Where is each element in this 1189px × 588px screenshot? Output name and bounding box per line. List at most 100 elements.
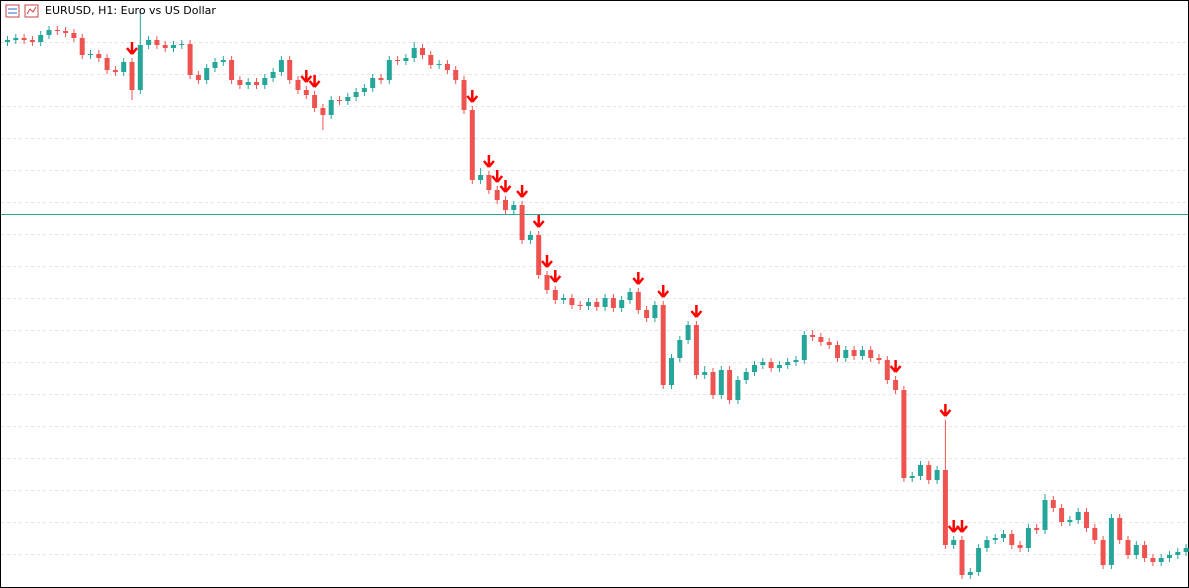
- candle-body: [1158, 558, 1164, 562]
- title-bar: EURUSD, H1: Euro vs US Dollar: [5, 4, 216, 18]
- candle-body: [976, 548, 982, 572]
- candle-body: [303, 90, 309, 95]
- candle-body: [63, 31, 69, 33]
- candle-body: [610, 298, 616, 308]
- candle-body: [179, 44, 185, 45]
- candle-body: [934, 470, 940, 480]
- candle-body: [1050, 500, 1056, 508]
- candle-body: [71, 33, 77, 38]
- sell-signal: [549, 270, 562, 283]
- candle-body: [552, 290, 558, 300]
- candle-body: [835, 345, 840, 358]
- candle-body: [420, 48, 425, 55]
- candle-body: [702, 372, 708, 375]
- candle-body: [544, 275, 550, 290]
- sell-signal: [466, 90, 479, 103]
- candle-body: [768, 362, 774, 368]
- candle-body: [718, 370, 724, 395]
- candle-body: [942, 470, 948, 545]
- candle-body: [212, 62, 218, 68]
- candle-body: [1059, 508, 1065, 522]
- icon-line: [26, 6, 37, 15]
- candle-body: [1117, 518, 1123, 540]
- candle-body: [909, 476, 915, 478]
- candle-body: [693, 325, 699, 375]
- candle-body: [1034, 528, 1040, 530]
- candle-body: [868, 350, 874, 358]
- sell-signal: [939, 404, 952, 417]
- candles: [5, 10, 1189, 579]
- candle-body: [195, 75, 201, 80]
- candle-body: [594, 302, 600, 307]
- candle-body: [1133, 545, 1139, 555]
- candle-body: [1025, 528, 1031, 548]
- sell-signal: [491, 170, 504, 183]
- candle-body: [287, 60, 293, 80]
- candle-body: [245, 82, 251, 85]
- candle-body: [959, 540, 965, 575]
- sell-signal: [126, 42, 138, 55]
- sell-signal: [632, 272, 645, 285]
- candle-body: [984, 540, 990, 548]
- candle-body: [1167, 555, 1172, 558]
- candle-body: [586, 302, 591, 306]
- candle-body: [901, 390, 907, 478]
- candle-body: [494, 190, 500, 200]
- sell-signal: [482, 155, 495, 168]
- candle-body: [146, 40, 152, 45]
- candle-body: [220, 60, 226, 62]
- candle-body: [926, 465, 932, 480]
- grid: [1, 42, 1188, 555]
- candle-body: [154, 40, 160, 45]
- candle-body: [536, 235, 542, 275]
- sell-signal: [657, 285, 670, 298]
- candle-body: [370, 78, 376, 88]
- candle-body: [353, 92, 359, 97]
- candle-body: [577, 305, 583, 306]
- candle-body: [1175, 552, 1181, 555]
- candle-body: [96, 54, 102, 58]
- candle-body: [1183, 548, 1189, 552]
- candle-body: [1017, 545, 1023, 548]
- sell-signal: [690, 305, 703, 318]
- candle-body: [851, 350, 857, 356]
- candle-body: [685, 325, 691, 340]
- candle-body: [1084, 512, 1089, 528]
- candle-body: [121, 62, 127, 72]
- candle-body: [29, 40, 35, 42]
- candle-body: [884, 360, 890, 380]
- candle-body: [843, 350, 849, 358]
- candle-body: [677, 340, 683, 358]
- candle-body: [893, 380, 899, 390]
- candle-body: [735, 380, 741, 400]
- candle-body: [1108, 518, 1114, 565]
- sell-signal: [516, 185, 529, 198]
- candle-body: [511, 205, 517, 210]
- candle-body: [395, 60, 401, 61]
- candle-body: [469, 110, 475, 180]
- candle-body: [411, 48, 417, 58]
- candle-body: [951, 540, 957, 545]
- candle-body: [760, 362, 766, 365]
- candle-body: [519, 205, 525, 240]
- candle-body: [361, 88, 367, 92]
- candle-body: [752, 365, 757, 372]
- candle-body: [1150, 558, 1156, 562]
- sell-signal: [532, 215, 545, 228]
- candle-body: [204, 68, 210, 80]
- candle-body: [1125, 540, 1131, 555]
- candle-body: [328, 100, 334, 115]
- candle-body: [1142, 545, 1148, 558]
- candle-body: [262, 78, 268, 85]
- icon-symbol: [5, 4, 20, 18]
- candle-body: [1042, 500, 1048, 530]
- candle-body: [337, 100, 342, 101]
- candle-body: [403, 58, 409, 61]
- candle-body: [129, 62, 135, 90]
- candle-body: [461, 80, 467, 110]
- candle-body: [378, 78, 384, 80]
- candle-body: [345, 97, 351, 101]
- candle-body: [635, 292, 641, 310]
